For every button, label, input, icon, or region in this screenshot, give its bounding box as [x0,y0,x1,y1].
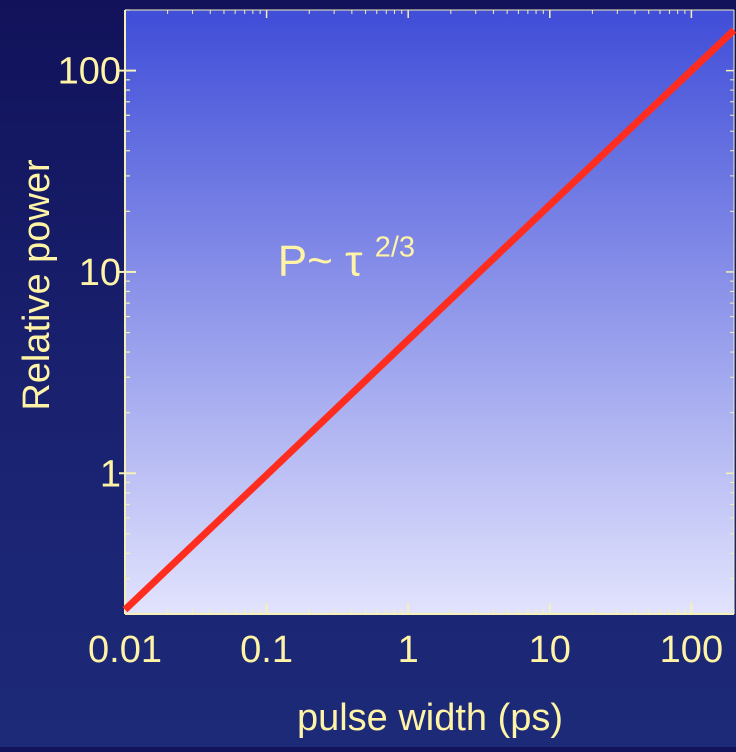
x-tick-labels: 0.01 0.1 1 10 100 [88,629,723,671]
annotation-base: P~ τ [278,237,363,286]
annotation-exponent: 2/3 [375,232,415,264]
y-tick-labels: 1 10 100 [58,51,121,496]
x-axis-label: pulse width (ps) [297,697,563,739]
y-tick-label: 100 [58,51,121,93]
x-tick-label: 10 [529,629,571,671]
y-tick-label: 1 [100,453,121,495]
x-tick-label: 0.01 [88,629,162,671]
x-tick-label: 1 [398,629,419,671]
y-tick-label: 10 [79,252,121,294]
x-tick-label: 0.1 [240,629,293,671]
x-tick-label: 100 [660,629,723,671]
y-axis-label: Relative power [16,159,58,411]
